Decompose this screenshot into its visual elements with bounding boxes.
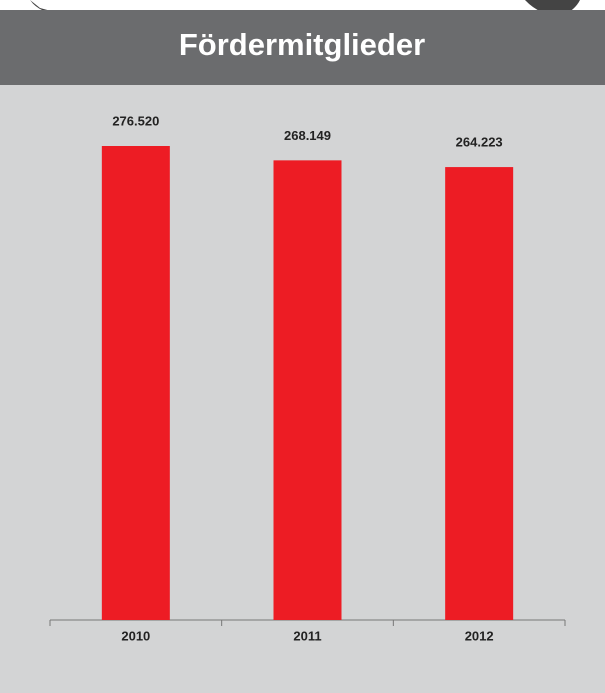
x-tick-label: 2011: [293, 628, 321, 643]
header-band: [0, 10, 605, 85]
chart-title: Fördermitglieder: [179, 27, 425, 62]
bar: [445, 167, 514, 620]
value-label: 268.149: [284, 128, 331, 143]
bar: [273, 160, 342, 620]
value-label: 264.223: [456, 135, 503, 150]
x-tick-label: 2012: [465, 628, 494, 643]
value-label: 276.520: [112, 113, 159, 128]
x-tick-label: 2010: [121, 628, 150, 643]
bar: [101, 146, 170, 620]
